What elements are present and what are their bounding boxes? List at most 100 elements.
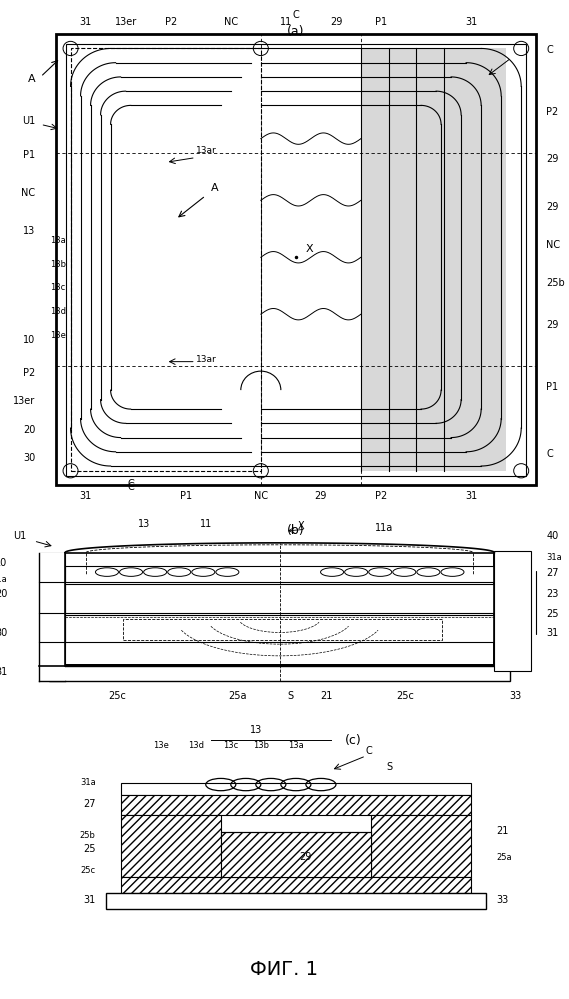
Text: C: C <box>292 10 299 20</box>
Text: 13ar: 13ar <box>196 355 216 364</box>
Text: 21: 21 <box>496 826 509 836</box>
Text: 27: 27 <box>547 568 559 578</box>
Text: 13a: 13a <box>288 740 304 749</box>
Bar <box>39 552 65 665</box>
Text: 25c: 25c <box>80 865 96 875</box>
Bar <box>494 550 531 671</box>
Text: 13ar: 13ar <box>196 146 216 155</box>
Text: 13er: 13er <box>114 17 137 27</box>
Text: 13e: 13e <box>51 331 67 340</box>
Text: 33: 33 <box>509 690 521 700</box>
Text: 10: 10 <box>23 335 35 345</box>
Text: C: C <box>127 480 134 490</box>
Bar <box>65 615 494 642</box>
Bar <box>106 893 486 909</box>
Text: P2: P2 <box>375 492 387 501</box>
Text: 29: 29 <box>315 492 327 501</box>
Bar <box>50 665 510 681</box>
Text: 31: 31 <box>83 895 96 905</box>
Text: S: S <box>386 762 392 772</box>
Text: X: X <box>306 245 314 255</box>
Text: ФИГ. 1: ФИГ. 1 <box>250 960 319 979</box>
Text: 31a: 31a <box>547 553 562 562</box>
Text: 31: 31 <box>547 628 559 638</box>
Text: X: X <box>298 521 304 531</box>
Text: 13c: 13c <box>51 284 66 293</box>
Text: 29: 29 <box>546 202 559 212</box>
Bar <box>65 566 494 581</box>
Text: C: C <box>546 449 553 459</box>
Text: C: C <box>127 482 134 492</box>
Text: 13d: 13d <box>188 740 204 749</box>
Text: 11: 11 <box>200 519 213 529</box>
Bar <box>121 877 471 893</box>
Text: 20: 20 <box>0 589 7 599</box>
Text: 25: 25 <box>83 844 96 854</box>
Text: 25b: 25b <box>80 831 96 840</box>
Text: 13b: 13b <box>51 260 67 269</box>
Text: 25c: 25c <box>397 690 414 700</box>
Text: 13c: 13c <box>223 740 238 749</box>
Bar <box>65 552 494 665</box>
Text: C: C <box>546 45 553 55</box>
Text: 20: 20 <box>23 425 35 435</box>
Text: P2: P2 <box>164 17 177 27</box>
Text: 33: 33 <box>496 895 509 905</box>
Text: 13: 13 <box>138 519 150 529</box>
Text: P2: P2 <box>546 107 559 117</box>
Text: 27: 27 <box>83 799 96 809</box>
Bar <box>65 583 494 613</box>
Text: 29: 29 <box>546 154 559 165</box>
Text: 11: 11 <box>280 17 292 27</box>
Text: NC: NC <box>224 17 238 27</box>
Bar <box>121 815 221 877</box>
Text: 13e: 13e <box>152 740 168 749</box>
Text: 25: 25 <box>547 608 559 619</box>
Text: 31: 31 <box>465 492 477 501</box>
Text: 31a: 31a <box>80 777 96 786</box>
Text: 29: 29 <box>300 852 312 862</box>
Text: C: C <box>366 746 373 756</box>
Text: (a): (a) <box>287 25 304 38</box>
Text: 25b: 25b <box>546 278 565 288</box>
Bar <box>71 48 261 471</box>
Text: (b): (b) <box>287 524 304 537</box>
Text: 30: 30 <box>0 628 7 638</box>
Text: 40: 40 <box>547 530 559 541</box>
Text: U1: U1 <box>22 116 35 127</box>
Text: P2: P2 <box>23 368 35 378</box>
Text: 21: 21 <box>321 690 333 700</box>
Text: S: S <box>287 690 293 700</box>
Text: 25c: 25c <box>109 690 126 700</box>
Text: P1: P1 <box>23 150 35 160</box>
Text: 13d: 13d <box>51 307 67 317</box>
Text: P1: P1 <box>375 17 387 27</box>
Text: NC: NC <box>254 492 268 501</box>
Text: 13: 13 <box>23 226 35 236</box>
Text: 30: 30 <box>23 454 35 464</box>
Text: A: A <box>211 183 218 193</box>
Text: 31a: 31a <box>0 574 7 583</box>
Bar <box>371 815 471 877</box>
Text: (c): (c) <box>344 734 361 747</box>
Text: 25a: 25a <box>229 690 247 700</box>
Bar <box>121 795 471 815</box>
Text: 31: 31 <box>0 667 7 677</box>
Text: 13a: 13a <box>51 236 66 245</box>
Text: 31: 31 <box>80 17 92 27</box>
Text: P1: P1 <box>546 382 558 393</box>
Bar <box>221 831 371 877</box>
Text: 23: 23 <box>547 589 559 599</box>
Bar <box>28 552 65 681</box>
Text: 31: 31 <box>80 492 92 501</box>
Text: U1: U1 <box>13 530 26 541</box>
Bar <box>361 48 506 471</box>
Text: NC: NC <box>22 188 35 198</box>
Text: 13: 13 <box>250 725 262 735</box>
Text: 25a: 25a <box>496 853 512 862</box>
Text: P1: P1 <box>180 492 192 501</box>
Text: NC: NC <box>546 240 560 250</box>
Text: 10: 10 <box>0 558 7 568</box>
Text: 11a: 11a <box>376 523 394 533</box>
Text: 13b: 13b <box>253 740 269 749</box>
